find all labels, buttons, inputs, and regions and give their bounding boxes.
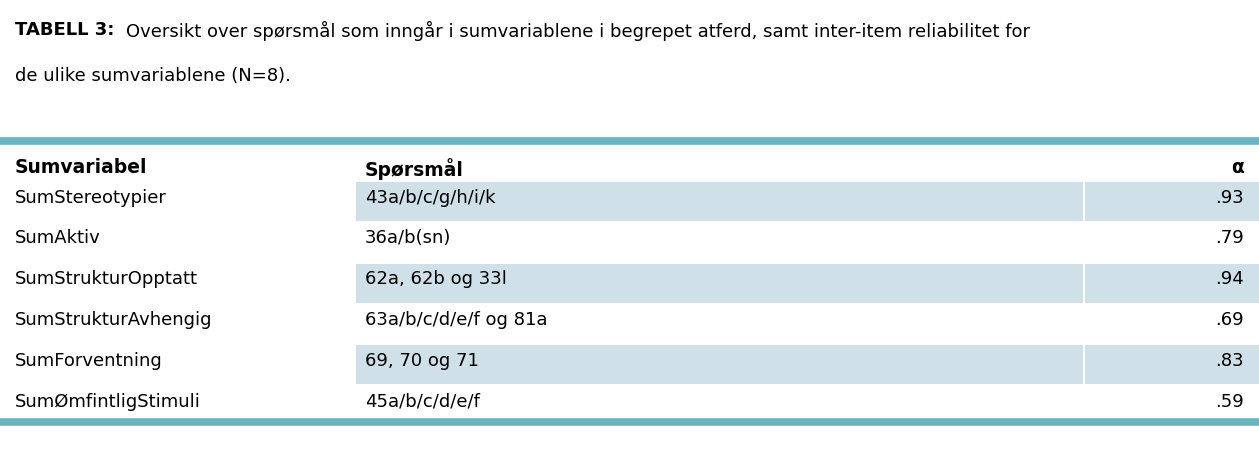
Text: 69, 70 og 71: 69, 70 og 71 (365, 351, 478, 369)
Text: SumStrukturAvhengig: SumStrukturAvhengig (15, 311, 213, 328)
Text: SumØmfintligStimuli: SumØmfintligStimuli (15, 392, 201, 410)
Text: .69: .69 (1215, 311, 1244, 328)
Text: .93: .93 (1215, 188, 1244, 206)
Text: 63a/b/c/d/e/f og 81a: 63a/b/c/d/e/f og 81a (365, 311, 548, 328)
Text: 45a/b/c/d/e/f: 45a/b/c/d/e/f (365, 392, 480, 410)
Text: Sumvariabel: Sumvariabel (15, 157, 147, 176)
Text: TABELL 3:: TABELL 3: (15, 21, 115, 39)
Text: SumAktiv: SumAktiv (15, 229, 101, 247)
Text: SumForventning: SumForventning (15, 351, 162, 369)
Text: .83: .83 (1215, 351, 1244, 369)
Bar (356, 264, 1083, 303)
Text: 43a/b/c/g/h/i/k: 43a/b/c/g/h/i/k (365, 188, 496, 206)
Text: 36a/b(sn): 36a/b(sn) (365, 229, 452, 247)
Text: .79: .79 (1215, 229, 1244, 247)
Bar (1085, 183, 1259, 222)
Text: .94: .94 (1215, 270, 1244, 288)
Text: SumStrukturOpptatt: SumStrukturOpptatt (15, 270, 198, 288)
Text: SumStereotypier: SumStereotypier (15, 188, 167, 206)
Text: Spørsmål: Spørsmål (365, 157, 465, 179)
Bar (356, 183, 1083, 222)
Text: .59: .59 (1215, 392, 1244, 410)
Text: de ulike sumvariablene (N=8).: de ulike sumvariablene (N=8). (15, 67, 291, 85)
Text: α: α (1231, 157, 1244, 176)
Bar (356, 346, 1083, 385)
Bar (1085, 264, 1259, 303)
Bar (1085, 346, 1259, 385)
Text: Oversikt over spørsmål som inngår i sumvariablene i begrepet atferd, samt inter-: Oversikt over spørsmål som inngår i sumv… (126, 21, 1030, 41)
Text: 62a, 62b og 33l: 62a, 62b og 33l (365, 270, 507, 288)
